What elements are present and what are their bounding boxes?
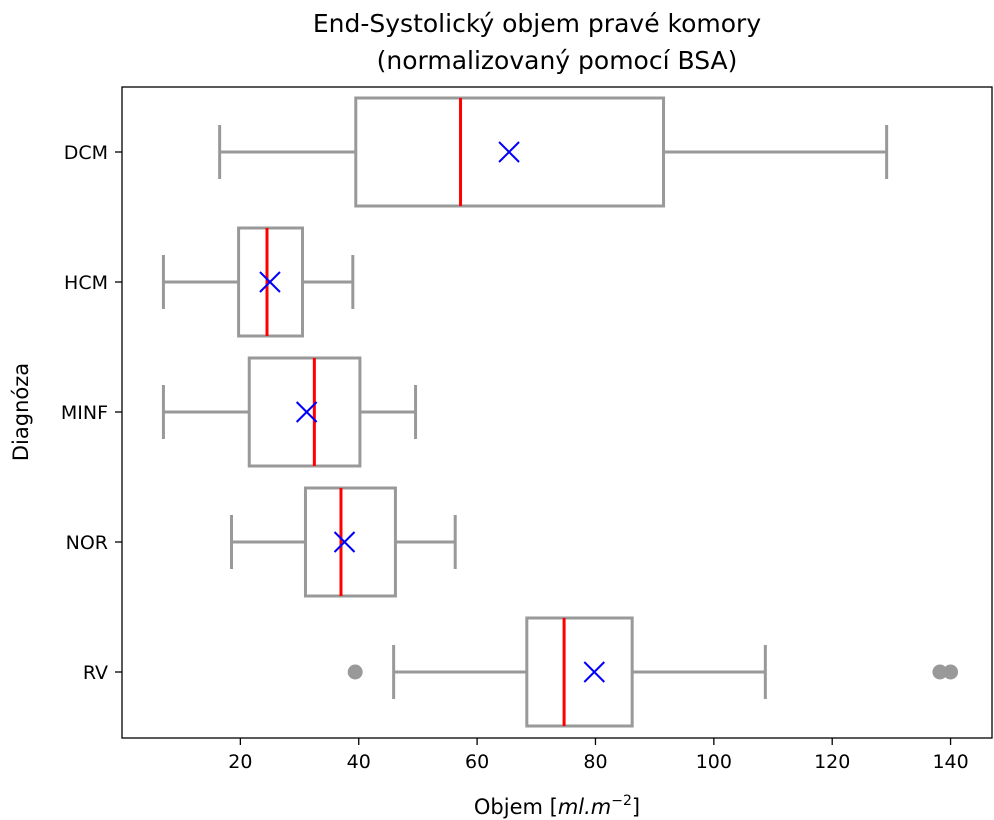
- axes-frame: [121, 86, 993, 739]
- y-axis-ticks: DCM HCM MINF NOR RV: [61, 142, 122, 684]
- x-axis-ticks: 20 40 60 80 100 120 140: [228, 738, 969, 773]
- mean-marker: [583, 661, 605, 683]
- outlier-point: [347, 664, 363, 680]
- x-axis-label: Objem [ml.m−2]: [474, 793, 640, 819]
- y-axis-label: Diagnóza: [9, 363, 33, 461]
- y-tick-label: DCM: [64, 142, 108, 164]
- x-tick-label: 140: [932, 751, 968, 773]
- x-axis-label-main: Objem [: [474, 795, 558, 819]
- x-tick-label: 60: [465, 751, 489, 773]
- chart-title-line1: End-Systolický objem pravé komory: [313, 9, 761, 38]
- x-tick-label: 20: [228, 751, 252, 773]
- box-group-dcm: [218, 96, 889, 208]
- y-tick-label: HCM: [64, 272, 108, 294]
- box-group-nor: [229, 486, 457, 598]
- box-group-minf: [161, 356, 418, 468]
- x-axis-label-close: ]: [632, 795, 640, 819]
- x-axis-label-exponent: −2: [611, 793, 632, 809]
- y-tick-label: MINF: [61, 402, 108, 424]
- mean-marker: [259, 271, 281, 293]
- box-group-hcm: [161, 226, 355, 338]
- x-axis-label-unit: ml.m: [558, 795, 611, 819]
- box-group-rv: [347, 616, 959, 728]
- outlier-point: [932, 664, 948, 680]
- x-tick-label: 80: [583, 751, 607, 773]
- box-iqr: [237, 226, 305, 338]
- chart-title-line2: (normalizovaný pomocí BSA): [377, 46, 738, 75]
- box-iqr: [354, 96, 666, 208]
- x-tick-label: 40: [347, 751, 371, 773]
- outlier-point: [943, 664, 959, 680]
- mean-marker: [333, 531, 356, 553]
- x-tick-label: 120: [814, 751, 850, 773]
- plot-area: [161, 96, 959, 728]
- y-tick-label: NOR: [66, 532, 108, 554]
- mean-marker: [498, 141, 520, 163]
- mean-marker: [295, 401, 318, 423]
- x-tick-label: 100: [696, 751, 732, 773]
- box-iqr: [525, 616, 634, 728]
- box-iqr: [247, 356, 362, 468]
- box-iqr: [303, 486, 397, 598]
- y-tick-label: RV: [83, 662, 108, 684]
